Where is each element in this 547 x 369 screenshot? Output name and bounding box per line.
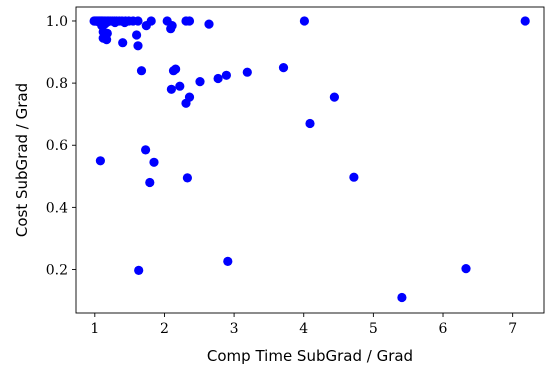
data-point <box>175 81 185 91</box>
data-point <box>242 67 252 77</box>
y-tick-label: 0.6 <box>46 138 68 154</box>
data-point <box>223 256 233 266</box>
data-point <box>329 92 339 102</box>
y-tick-label: 0.8 <box>46 76 68 92</box>
data-point <box>305 118 315 129</box>
data-point <box>213 73 223 84</box>
points-layer <box>89 16 530 303</box>
data-point <box>184 16 195 26</box>
data-point <box>134 265 144 275</box>
data-point <box>102 35 112 45</box>
y-tick-label: 1.0 <box>46 14 68 30</box>
data-point <box>133 16 143 26</box>
data-point <box>461 264 471 274</box>
data-point <box>133 41 143 51</box>
data-point <box>95 156 105 166</box>
data-point <box>182 173 192 183</box>
x-tick-label: 3 <box>230 321 239 337</box>
data-point <box>520 16 530 26</box>
data-point <box>141 145 151 155</box>
y-axis-title: Cost SubGrad / Grad <box>13 83 31 237</box>
data-point <box>349 172 359 182</box>
plot-frame <box>75 6 545 314</box>
data-point <box>171 64 181 74</box>
data-point <box>166 84 176 94</box>
data-point <box>149 157 159 167</box>
data-point <box>100 19 110 29</box>
data-point <box>132 30 142 40</box>
x-tick-label: 4 <box>299 321 308 337</box>
data-point <box>195 77 205 87</box>
data-point <box>167 21 177 31</box>
x-tick-label: 2 <box>160 321 169 337</box>
x-tick-label: 1 <box>90 321 99 337</box>
data-point <box>204 19 214 29</box>
data-point <box>278 63 289 73</box>
data-point <box>120 17 130 28</box>
x-tick-label: 5 <box>369 321 378 337</box>
data-point <box>146 16 156 26</box>
data-point <box>184 92 195 102</box>
data-point <box>397 292 407 303</box>
data-point <box>136 66 147 76</box>
x-tick-label: 7 <box>508 321 517 337</box>
y-tick-label: 0.4 <box>46 200 68 216</box>
data-point <box>110 17 120 28</box>
x-axis-title: Comp Time SubGrad / Grad <box>207 347 413 365</box>
data-point <box>299 16 309 26</box>
y-tick-label: 0.2 <box>46 263 68 279</box>
x-tick-label: 6 <box>439 321 448 337</box>
data-point <box>118 38 128 48</box>
x-ticks: 1 2 3 4 5 6 7 <box>90 313 517 337</box>
y-ticks: 0.2 0.4 0.6 0.8 1.0 <box>46 14 76 279</box>
data-point <box>145 177 155 188</box>
data-point <box>221 70 231 80</box>
